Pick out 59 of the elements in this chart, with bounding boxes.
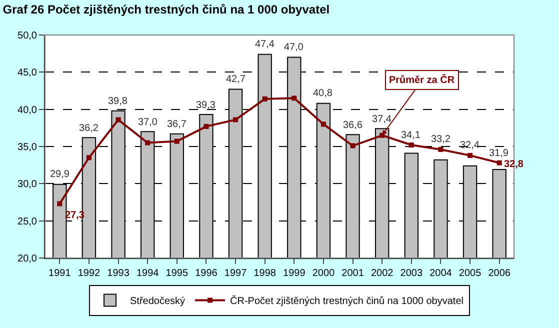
data-label: 31,9	[489, 148, 509, 159]
point	[468, 152, 473, 158]
point	[145, 140, 150, 146]
x-tick-label: 1992	[78, 268, 101, 279]
point	[350, 143, 356, 148]
data-label: 47,0	[284, 42, 304, 53]
y-tick-label: 20,0	[18, 254, 38, 264]
x-tick-label: 2002	[370, 268, 394, 279]
x-tick-label: 2006	[488, 268, 511, 279]
data-label: 47,4	[255, 39, 275, 50]
data-label: 34,1	[401, 130, 421, 141]
point	[204, 124, 209, 129]
point	[116, 117, 121, 122]
legend-label: Středočeský	[130, 296, 186, 308]
data-label: 39,3	[196, 100, 216, 111]
data-label: 36,7	[167, 119, 187, 130]
data-label: 42,7	[226, 74, 246, 85]
x-tick-label: 1995	[166, 268, 188, 279]
point	[320, 122, 326, 127]
y-tick-label: 25,0	[18, 216, 38, 228]
data-label: 36,2	[79, 123, 99, 134]
point	[233, 117, 238, 122]
data-label: 32,4	[460, 140, 480, 151]
point	[438, 146, 444, 152]
point	[292, 96, 297, 101]
data-label: 32,8	[504, 159, 524, 170]
x-tick-label: 2004	[430, 268, 452, 279]
y-tick-label: 30,0	[18, 179, 38, 190]
x-tick-label: 1991	[48, 268, 72, 279]
legend-label: ČR-Počet zjištěných trestných činů na 1000 obyvatel	[230, 295, 464, 308]
data-label: 29,9	[50, 169, 70, 180]
point	[57, 201, 62, 206]
point	[408, 142, 414, 148]
data-label: 39,8	[108, 96, 128, 107]
y-tick-label: 45,0	[18, 68, 38, 79]
x-tick-label: 1997	[224, 268, 248, 279]
x-tick-label: 2001	[342, 268, 364, 279]
point	[174, 138, 180, 144]
x-tick-label: 2005	[458, 268, 482, 279]
x-tick-label: 1998	[254, 268, 276, 279]
data-label: 40,8	[313, 88, 333, 99]
annotation: Průměr za ČR	[389, 74, 456, 86]
y-tick-label: 40,0	[18, 104, 38, 116]
x-tick-label: 2000	[312, 268, 336, 279]
point	[86, 155, 92, 160]
data-label: 37,0	[138, 117, 158, 128]
x-tick-label: 1993	[107, 268, 130, 279]
data-label: 37,4	[372, 114, 392, 125]
y-tick-label: 35,0	[18, 142, 38, 153]
x-tick-label: 1996	[195, 268, 218, 279]
point	[496, 160, 502, 166]
chart-title: Graf 26 Počet zjištěných trestných činů na 1 000 obyvatel	[2, 2, 330, 16]
y-tick-label: 50,0	[18, 30, 38, 42]
data-label: 36,6	[343, 120, 363, 131]
x-tick-label: 2003	[400, 268, 423, 279]
point	[262, 96, 268, 102]
x-tick-label: 1994	[136, 268, 160, 279]
data-label: 33,2	[431, 134, 451, 145]
x-tick-label: 1999	[283, 268, 306, 279]
